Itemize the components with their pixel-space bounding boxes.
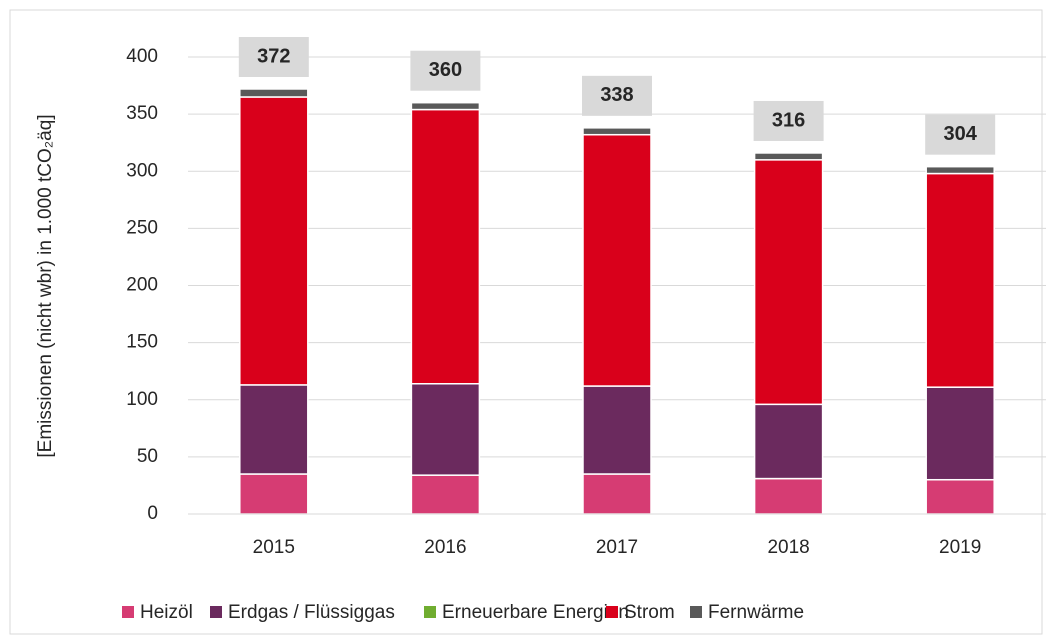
- bar-segment: [239, 88, 309, 98]
- chart-frame: [9, 9, 1043, 635]
- y-tick-label: 350: [126, 103, 158, 124]
- legend-label: Fernwärme: [708, 602, 804, 623]
- total-label-box: [410, 50, 481, 91]
- total-label: 338: [600, 84, 633, 106]
- y-tick-label: 50: [137, 446, 158, 467]
- total-label: 372: [257, 45, 290, 67]
- bar-segment: [582, 127, 652, 136]
- bar-segment: [753, 152, 824, 161]
- bar-segment: [410, 108, 481, 385]
- bar-segment: [410, 383, 481, 476]
- legend-label: Heizöl: [140, 602, 193, 623]
- legend-label: Strom: [624, 602, 675, 623]
- legend-swatch: [606, 606, 618, 618]
- x-tick-label: 2016: [424, 537, 466, 558]
- total-label: 360: [429, 59, 462, 81]
- bar-segment: [582, 385, 652, 475]
- legend-swatch: [210, 606, 222, 618]
- y-tick-label: 200: [126, 275, 158, 296]
- bar-segment: [925, 165, 995, 175]
- bar-segment: [410, 101, 481, 111]
- bar-segment: [925, 386, 995, 481]
- y-tick-label: 400: [126, 46, 158, 67]
- y-tick-label: 100: [126, 389, 158, 410]
- x-tick-label: 2015: [253, 537, 295, 558]
- legend-label: Erdgas / Flüssiggas: [228, 602, 395, 623]
- bar-segment: [239, 473, 309, 515]
- bar-segment: [582, 133, 652, 387]
- legend-swatch: [424, 606, 436, 618]
- bar-segment: [753, 403, 824, 480]
- bar-segment: [239, 96, 309, 386]
- total-label-box: [238, 36, 309, 77]
- x-tick-label: 2018: [767, 537, 809, 558]
- y-tick-label: 0: [147, 503, 158, 524]
- y-tick-label: 250: [126, 217, 158, 238]
- total-label: 316: [772, 109, 805, 131]
- x-tick-label: 2019: [939, 537, 981, 558]
- y-tick-label: 300: [126, 160, 158, 181]
- bar-segment: [410, 474, 481, 515]
- bar-segment: [753, 159, 824, 406]
- y-tick-label: 150: [126, 332, 158, 353]
- legend-label: Erneuerbare Energien: [442, 602, 629, 623]
- legend-swatch: [122, 606, 134, 618]
- x-tick-label: 2017: [596, 537, 638, 558]
- total-label-box: [582, 75, 652, 116]
- total-label-box: [925, 114, 996, 155]
- bar-segment: [925, 478, 995, 515]
- bar-segment: [582, 473, 652, 515]
- bar-segment: [925, 172, 995, 388]
- bar-segment: [753, 477, 824, 515]
- total-label-box: [753, 100, 824, 141]
- bar-segment: [239, 384, 309, 475]
- total-label: 304: [944, 123, 978, 145]
- legend-swatch: [690, 606, 702, 618]
- y-axis-label: [Emissionen (nicht wbr) in 1.000 tCO₂äq]: [35, 114, 56, 457]
